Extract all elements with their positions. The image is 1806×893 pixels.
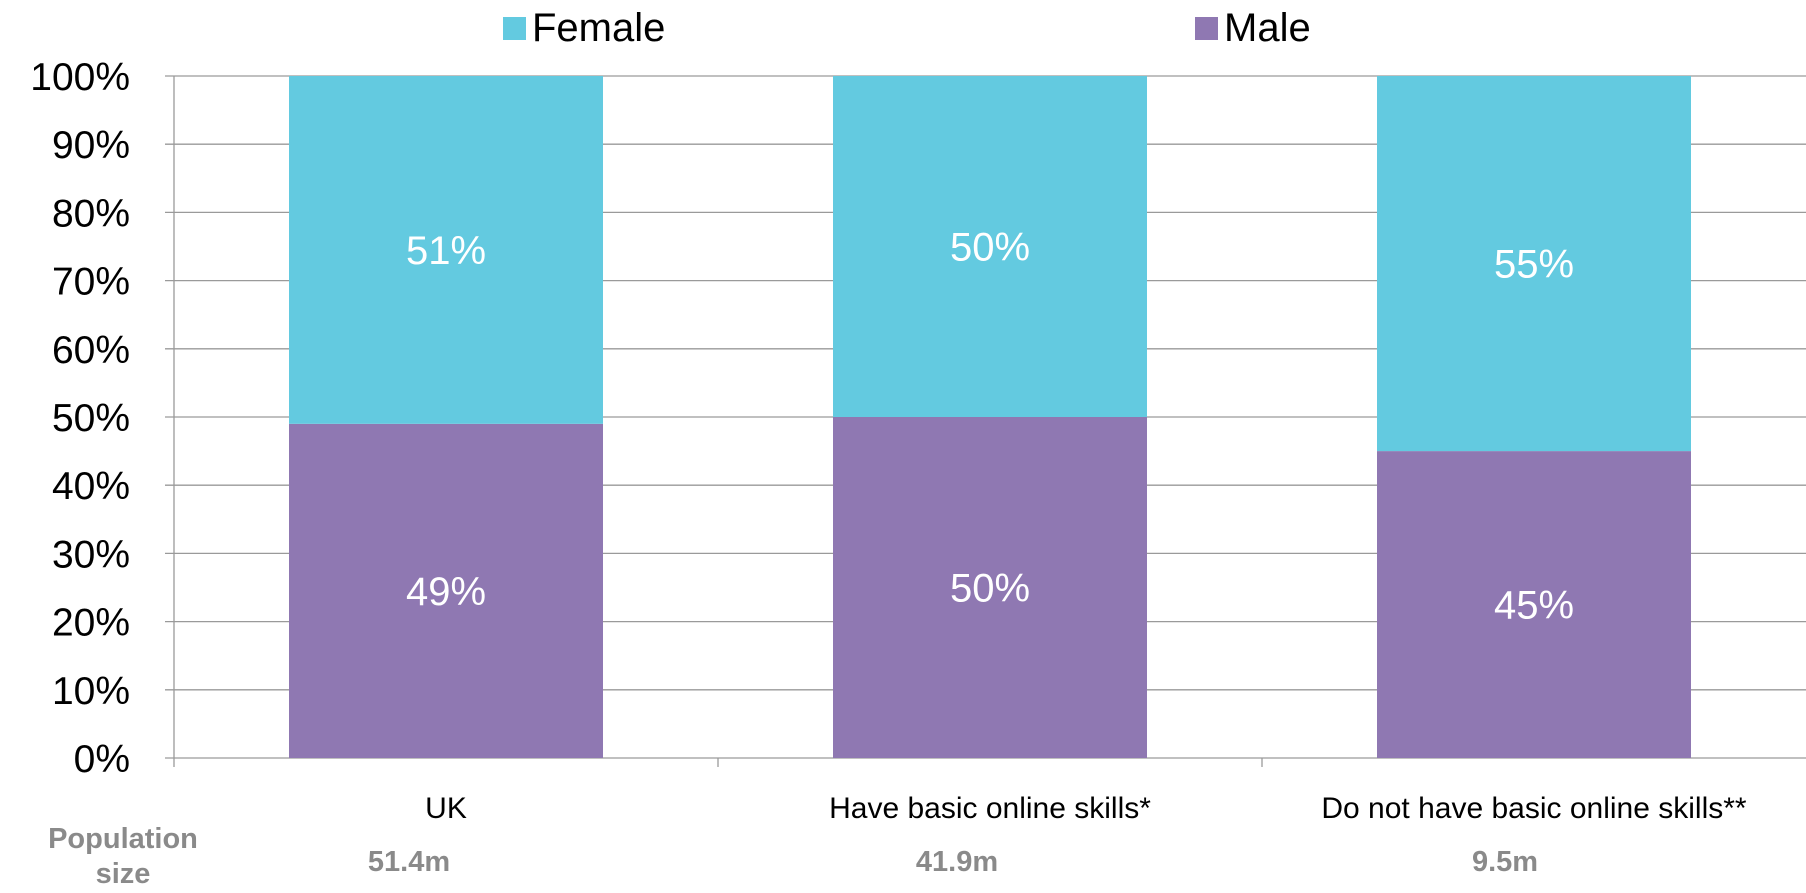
population-value-no-basic-skills: 9.5m xyxy=(1471,846,1539,878)
y-tick-label: 0% xyxy=(74,738,130,781)
bar-male xyxy=(289,423,603,758)
population-value-uk: 51.4m xyxy=(367,846,451,878)
legend-item-female: Female xyxy=(503,8,665,48)
y-tick-label: 20% xyxy=(52,602,130,645)
y-tick-label: 40% xyxy=(52,465,130,508)
bar-data-label: 50% xyxy=(950,567,1030,611)
y-tick-label: 70% xyxy=(52,261,130,304)
y-tick-label: 30% xyxy=(52,533,130,576)
x-category-label: Have basic online skills* xyxy=(829,792,1151,825)
legend-swatch-male xyxy=(1195,16,1218,40)
legend-label-female: Female xyxy=(532,6,666,50)
legend-swatch-female xyxy=(503,16,526,40)
bar-male xyxy=(1377,451,1691,758)
bar-female xyxy=(289,76,603,424)
bar-female xyxy=(1377,76,1691,452)
y-tick-label: 100% xyxy=(30,56,130,99)
legend-label-male: Male xyxy=(1224,6,1311,50)
bar-data-label: 45% xyxy=(1494,584,1574,628)
population-value-basic-skills: 41.9m xyxy=(915,846,999,878)
y-tick-label: 80% xyxy=(52,192,130,235)
bar-female xyxy=(833,76,1147,417)
y-tick-label: 90% xyxy=(52,124,130,167)
x-category-label: UK xyxy=(425,792,467,825)
bar-data-label: 50% xyxy=(950,226,1030,270)
bar-data-label: 51% xyxy=(406,229,486,273)
y-tick-label: 10% xyxy=(52,670,130,713)
y-tick-label: 50% xyxy=(52,397,130,440)
bar-data-label: 55% xyxy=(1494,243,1574,287)
y-tick-label: 60% xyxy=(52,329,130,372)
legend-item-male: Male xyxy=(1195,8,1311,48)
bar-male xyxy=(833,417,1147,758)
bar-data-label: 49% xyxy=(406,570,486,614)
x-category-label: Do not have basic online skills** xyxy=(1321,792,1747,825)
population-size-label: Population size xyxy=(48,823,198,891)
